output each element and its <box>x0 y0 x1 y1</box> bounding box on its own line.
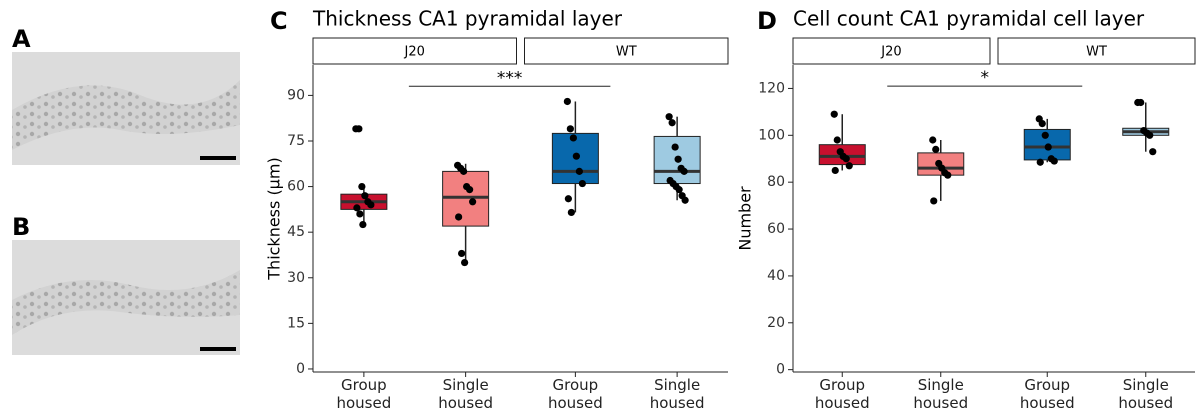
data-point <box>564 195 572 203</box>
y-tick-label: 120 <box>758 80 785 96</box>
scale-bar <box>200 347 236 351</box>
facet-strip <box>792 37 991 65</box>
data-point <box>675 186 683 194</box>
data-point <box>567 208 575 217</box>
data-point <box>361 192 369 200</box>
y-tick-label: 20 <box>767 315 785 331</box>
data-point <box>1041 131 1049 139</box>
significance-label: *** <box>497 68 523 88</box>
data-point <box>930 197 938 205</box>
data-point <box>681 196 689 204</box>
data-point <box>1146 131 1154 139</box>
y-tick-label: 40 <box>767 268 785 284</box>
y-tick-label: 100 <box>758 127 785 143</box>
data-point <box>566 125 574 133</box>
significance-label: * <box>981 68 990 88</box>
panel-label: D <box>757 7 777 35</box>
data-point <box>674 155 682 163</box>
data-point <box>455 213 463 221</box>
data-point <box>1137 98 1145 107</box>
y-axis-label: Number <box>736 186 755 251</box>
data-point <box>1050 157 1058 165</box>
data-point <box>1038 119 1046 128</box>
facet-label: WT <box>616 45 637 60</box>
cell-layer <box>12 80 240 150</box>
data-point <box>668 119 676 127</box>
x-tick-label: Group housed <box>336 376 392 412</box>
data-point <box>575 167 583 175</box>
y-axis-label: Thickness (μm) <box>265 157 284 280</box>
chart-title: Thickness CA1 pyramidal layer <box>312 7 623 31</box>
data-point <box>461 258 469 267</box>
box <box>442 170 490 227</box>
y-tick-label: 45 <box>287 224 305 240</box>
y-tick-label: 90 <box>287 87 305 103</box>
data-point <box>353 204 361 212</box>
data-point <box>833 136 841 144</box>
data-point <box>845 162 853 170</box>
y-tick-label: 60 <box>767 221 785 237</box>
data-point <box>680 167 688 175</box>
panel-label: C <box>270 7 288 35</box>
chart-title: Cell count CA1 pyramidal cell layer <box>793 7 1145 31</box>
y-tick-label: 0 <box>296 361 305 377</box>
y-tick-label: 0 <box>776 362 785 378</box>
data-point <box>1149 148 1157 156</box>
y-tick-label: 80 <box>767 174 785 190</box>
panel-label: A <box>12 25 31 53</box>
x-tick-label: Single housed <box>1118 376 1174 412</box>
data-point <box>842 155 850 163</box>
data-point <box>671 143 679 151</box>
x-tick-label: Single housed <box>913 376 969 412</box>
y-tick-label: 60 <box>287 179 305 195</box>
data-point <box>569 134 577 142</box>
facet-strip <box>997 37 1196 65</box>
cell-layer <box>12 270 240 335</box>
data-point <box>563 97 571 106</box>
panel-label: B <box>12 213 30 241</box>
scale-bar <box>200 156 236 160</box>
data-point <box>578 179 586 188</box>
y-tick-label: 75 <box>287 133 305 149</box>
y-tick-label: 30 <box>287 270 305 286</box>
data-point <box>572 152 580 160</box>
data-point <box>1044 143 1052 151</box>
data-point <box>358 182 366 191</box>
x-tick-label: Group housed <box>814 376 870 412</box>
data-point <box>469 198 477 206</box>
data-point <box>359 220 367 229</box>
y-tick-label: 15 <box>287 315 305 331</box>
x-tick-label: Single housed <box>649 376 705 412</box>
data-point <box>367 201 375 209</box>
x-tick-label: Group housed <box>1019 376 1075 412</box>
data-point <box>1036 158 1044 166</box>
facet-label: WT <box>1086 45 1107 60</box>
data-point <box>944 171 952 179</box>
data-point <box>665 113 673 121</box>
data-point <box>932 145 940 153</box>
data-point <box>458 249 466 258</box>
x-tick-label: Group housed <box>547 376 603 412</box>
data-point <box>356 210 364 218</box>
facet-label: J20 <box>880 45 901 60</box>
data-point <box>460 167 468 175</box>
data-point <box>466 186 474 194</box>
box <box>1023 128 1071 161</box>
data-point <box>831 166 839 175</box>
facet-label: J20 <box>404 45 425 60</box>
facet-strip <box>312 37 517 65</box>
data-point <box>355 125 363 133</box>
x-tick-label: Single housed <box>438 376 493 412</box>
facet-strip <box>524 37 729 65</box>
data-point <box>830 110 838 118</box>
data-point <box>929 136 937 144</box>
